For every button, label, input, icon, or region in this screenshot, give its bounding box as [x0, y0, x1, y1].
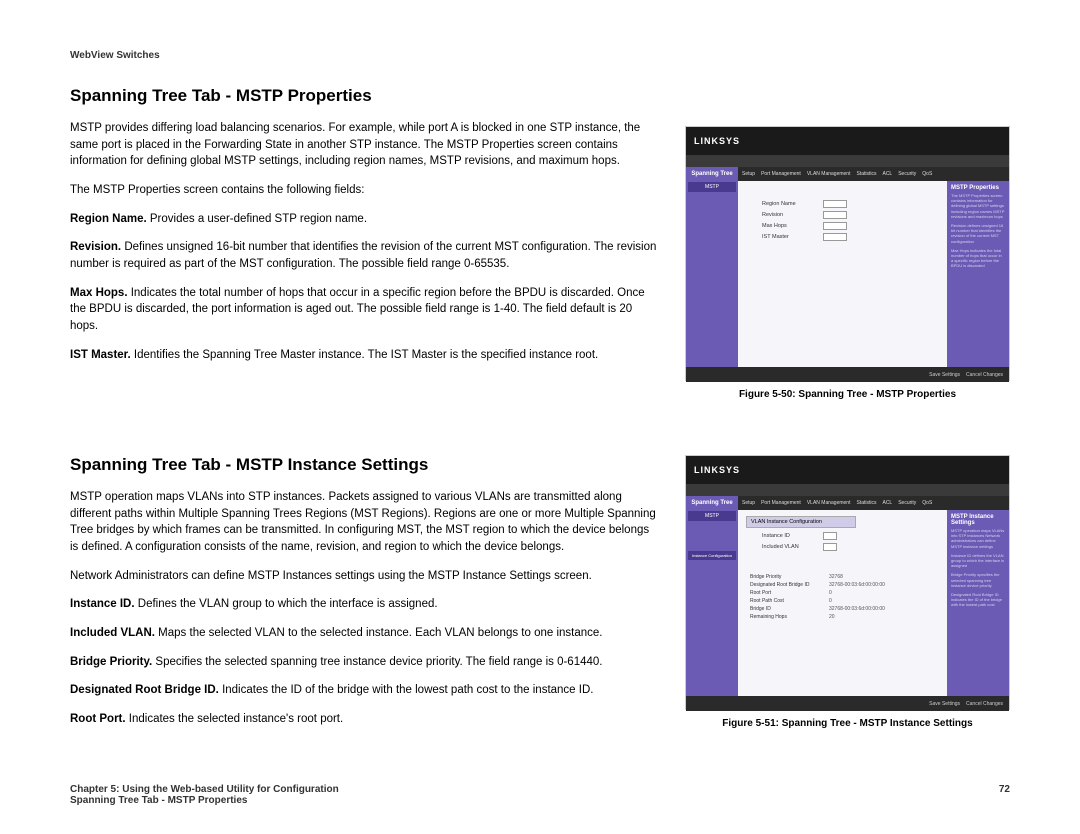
figure-50-screenshot: LINKSYS Spanning Tree MSTP SetupPort Man… — [685, 126, 1010, 381]
section2-p2: Network Administrators can define MSTP I… — [70, 568, 660, 585]
nav-mstp: MSTP — [688, 182, 736, 192]
section1-p2: The MSTP Properties screen contains the … — [70, 182, 660, 199]
linksys-logo: LINKSYS — [694, 136, 740, 146]
figure-51-screenshot: LINKSYS Spanning Tree MSTP Instance Conf… — [685, 455, 1010, 710]
form-area-2: VLAN Instance Configuration Instance ID … — [738, 510, 947, 696]
panel-title: MSTP Properties — [951, 185, 1005, 191]
footer-page-number: 72 — [999, 784, 1010, 795]
section1-p1: MSTP provides differing load balancing s… — [70, 120, 660, 170]
form-area: Region Name Revision Max Hops IST Master — [738, 181, 947, 367]
section1-field-istmaster: IST Master. Identifies the Spanning Tree… — [70, 347, 660, 364]
section1-title: Spanning Tree Tab - MSTP Properties — [70, 86, 660, 106]
vlan-instance-header: VLAN Instance Configuration — [746, 516, 856, 528]
linksys-logo-2: LINKSYS — [694, 465, 740, 475]
nav-instance-config: Instance Configuration — [688, 551, 736, 560]
footer-sub: Spanning Tree Tab - MSTP Properties — [70, 795, 1010, 806]
figure-50-caption: Figure 5-50: Spanning Tree - MSTP Proper… — [685, 389, 1010, 400]
footer-chapter: Chapter 5: Using the Web-based Utility f… — [70, 784, 339, 795]
section2-field-includedvlan: Included VLAN. Maps the selected VLAN to… — [70, 625, 660, 642]
nav-mstp-2: MSTP — [688, 511, 736, 521]
section2-field-instanceid: Instance ID. Defines the VLAN group to w… — [70, 596, 660, 613]
section2-title: Spanning Tree Tab - MSTP Instance Settin… — [70, 455, 660, 475]
page-footer: Chapter 5: Using the Web-based Utility f… — [70, 784, 1010, 806]
tab-row-2: SetupPort ManagementVLAN ManagementStati… — [738, 496, 1009, 510]
section1-field-maxhops: Max Hops. Indicates the total number of … — [70, 285, 660, 335]
nav-spanning-tree: Spanning Tree — [688, 171, 736, 178]
nav-spanning-tree-2: Spanning Tree — [688, 500, 736, 507]
figure-51-caption: Figure 5-51: Spanning Tree - MSTP Instan… — [685, 718, 1010, 729]
section2-field-bridgepriority: Bridge Priority. Specifies the selected … — [70, 654, 660, 671]
section2-field-rootport: Root Port. Indicates the selected instan… — [70, 711, 660, 728]
section2-p1: MSTP operation maps VLANs into STP insta… — [70, 489, 660, 556]
page-header: WebView Switches — [70, 50, 1010, 61]
section1-field-region: Region Name. Provides a user-defined STP… — [70, 211, 660, 228]
tab-row: SetupPort ManagementVLAN ManagementStati… — [738, 167, 1009, 181]
panel-title-2: MSTP Instance Settings — [951, 514, 1005, 526]
section1-field-revision: Revision. Defines unsigned 16-bit number… — [70, 239, 660, 272]
section2-field-rootbridgeid: Designated Root Bridge ID. Indicates the… — [70, 682, 660, 699]
